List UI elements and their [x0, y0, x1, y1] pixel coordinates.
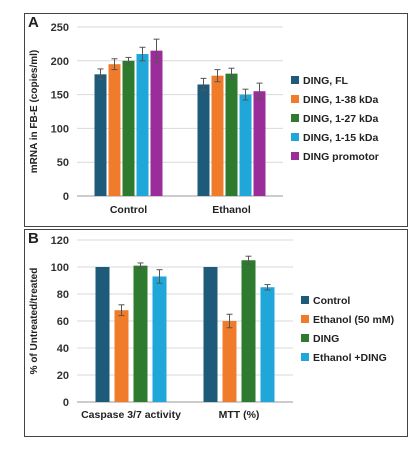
chart-b-y-tick-label: 100: [51, 262, 69, 274]
chart-b-bar: [114, 310, 129, 402]
chart-b-legend-swatch: [301, 353, 309, 361]
chart-a-bar: [108, 64, 121, 197]
chart-b-legend-swatch: [301, 296, 309, 304]
chart-a-bar: [136, 54, 149, 196]
chart-b-y-tick-label: 60: [57, 316, 69, 328]
chart-a-bar: [211, 75, 224, 196]
chart-a-y-tick-label: 50: [57, 157, 69, 169]
chart-a-category-label: Control: [110, 204, 147, 216]
chart-b-legend-label: Control: [313, 295, 350, 307]
chart-a-legend-label: DING, 1-27 kDa: [303, 113, 378, 125]
panel-b: B 0 20 40 60 80 100 120 % of Untreated/treated C…: [24, 229, 408, 437]
chart-a-legend-swatch: [291, 152, 299, 160]
chart-b: 0 20 40 60 80 100 120 % of Untreated/treated Cas…: [29, 235, 394, 421]
chart-b-y-tick-label: 40: [57, 343, 69, 355]
chart-a-legend-swatch: [291, 133, 299, 141]
chart-b-bar: [241, 260, 256, 402]
chart-b-legend-swatch: [301, 334, 309, 342]
chart-b-y-tick-label: 20: [57, 370, 69, 382]
chart-b-legend-swatch: [301, 315, 309, 323]
chart-a-y-tick-label: 250: [51, 22, 69, 34]
chart-b-category-label: Caspase 3/7 activity: [81, 409, 181, 421]
chart-a-legend-label: DING, 1-38 kDa: [303, 94, 378, 106]
chart-b-legend-label: DING: [313, 333, 339, 345]
chart-b-y-axis-label: % of Untreated/treated: [29, 268, 40, 375]
chart-a-legend-label: DING, FL: [303, 75, 348, 87]
chart-a: 0 50 100 150 200 250 mRNA in FB-E (copies/ml) C…: [29, 22, 379, 216]
chart-a-legend-label: DING promotor: [303, 151, 379, 163]
chart-a-bar: [150, 50, 163, 196]
chart-b-bar: [152, 276, 167, 402]
chart-a-bar: [94, 74, 107, 196]
chart-b-bar: [133, 265, 148, 402]
chart-a-y-tick-label: 100: [51, 123, 69, 135]
chart-b-y-tick-label: 0: [63, 397, 69, 409]
chart-a-bar: [253, 91, 266, 196]
chart-a-legend-swatch: [291, 114, 299, 122]
chart-a-category-label: Ethanol: [212, 204, 251, 216]
chart-b-legend-label: Ethanol +DING: [313, 352, 387, 364]
chart-a-y-tick-label: 0: [63, 191, 69, 203]
chart-a-bar: [197, 84, 210, 196]
chart-a-y-tick-label: 200: [51, 56, 69, 68]
chart-a-legend-swatch: [291, 95, 299, 103]
panel-a: A 0 50 100 150 200 250 mRNA in FB-E (copies/ml…: [24, 13, 408, 227]
chart-b-bar: [260, 287, 275, 402]
chart-b-bar: [203, 267, 218, 402]
chart-a-y-axis-label: mRNA in FB-E (copies/ml): [29, 50, 40, 174]
chart-a-legend-swatch: [291, 76, 299, 84]
chart-a-y-tick-label: 150: [51, 90, 69, 102]
chart-a-bar: [225, 73, 238, 196]
panel-a-label: A: [28, 14, 39, 31]
chart-b-bar: [95, 267, 110, 402]
chart-a-bar: [239, 94, 252, 196]
panel-b-label: B: [28, 230, 39, 247]
chart-b-y-tick-label: 120: [51, 235, 69, 247]
chart-b-y-tick-label: 80: [57, 289, 69, 301]
chart-b-legend-label: Ethanol (50 mM): [313, 314, 394, 326]
chart-b-bar: [222, 321, 237, 402]
chart-b-category-label: MTT (%): [219, 409, 260, 421]
chart-a-bar: [122, 60, 135, 196]
chart-a-legend-label: DING, 1-15 kDa: [303, 132, 378, 144]
